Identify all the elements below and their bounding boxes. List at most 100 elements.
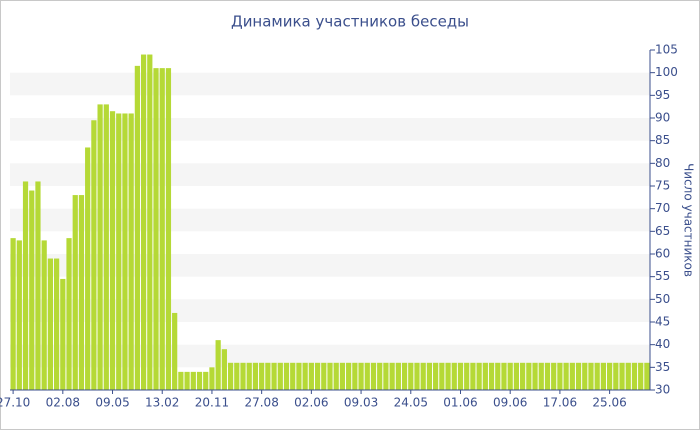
x-tick-label: 09.06 [493,396,527,410]
bar [72,195,78,390]
x-tick-label: 09.05 [95,396,129,410]
bar [271,362,277,390]
bar [532,362,538,390]
bar [433,362,439,390]
bar [588,362,594,390]
bar [520,362,526,390]
bar [165,68,172,390]
bar [457,362,464,390]
bar [401,362,408,390]
bar [600,362,607,390]
bar [10,238,16,390]
bar [625,362,631,390]
y-tick-label: 105 [655,43,678,57]
bar [66,238,72,390]
bar [464,362,470,390]
bar [352,362,358,390]
y-tick-label: 95 [655,88,670,102]
bar [638,362,644,390]
bar [140,54,147,391]
bar [526,362,532,390]
bar [190,371,196,390]
bar [544,362,551,390]
y-tick-label: 50 [655,292,670,306]
bar [377,362,383,390]
bar [302,362,308,390]
x-tick-label: 24.05 [394,396,428,410]
bar [563,362,569,390]
bar [184,371,190,390]
bar [153,68,159,390]
bar [16,240,22,390]
bar [296,362,302,390]
bar [277,362,283,390]
bar [91,120,97,391]
bar [346,362,352,390]
bar [364,362,370,390]
bar [314,362,321,390]
bar [495,362,501,390]
y-tick-label: 100 [655,65,678,79]
x-tick-label: 27.10 [0,396,30,410]
bar [29,190,35,390]
bar [134,65,140,390]
bar [53,258,60,390]
y-tick-label: 30 [655,383,670,397]
bar [569,362,575,390]
x-tick-label: 20.11 [195,396,229,410]
bar [109,111,116,390]
bar [408,362,414,390]
y-tick-label: 90 [655,111,670,125]
bar [420,362,426,390]
bar [389,362,395,390]
bar [103,104,109,391]
bar [290,362,296,390]
bar [327,362,333,390]
bar [426,362,433,390]
bar [538,362,544,390]
x-tick-label: 13.02 [145,396,179,410]
bar [575,362,582,390]
bar [619,362,625,390]
bar [60,278,66,390]
bar [147,54,153,391]
bar [221,349,227,390]
bar [97,104,103,391]
bar [644,362,650,390]
bar [501,362,507,390]
bar [41,240,47,390]
grid-band [10,72,650,96]
bar [507,362,513,390]
y-tick-label: 60 [655,247,670,261]
y-tick-label: 45 [655,315,670,329]
bar [607,362,613,390]
bar [47,258,53,390]
y-tick-label: 65 [655,224,670,238]
bar [321,362,327,390]
bar [551,362,557,390]
bar [265,362,271,390]
bar [370,362,377,390]
bar [128,113,134,390]
bar [582,362,588,390]
bar [383,362,389,390]
y-tick-label: 55 [655,269,670,283]
bar [246,362,252,390]
bar [308,362,314,390]
bar [358,362,364,390]
bar [159,68,165,390]
bar [85,147,91,390]
x-tick-label: 02.06 [294,396,328,410]
bar [196,371,203,390]
bar [209,367,215,390]
bar [557,362,563,390]
bar [476,362,482,390]
bar [234,362,240,390]
bar [451,362,457,390]
bar [172,312,178,390]
bar [116,113,122,390]
bar [259,362,265,390]
bar [445,362,451,390]
bar [227,362,234,390]
